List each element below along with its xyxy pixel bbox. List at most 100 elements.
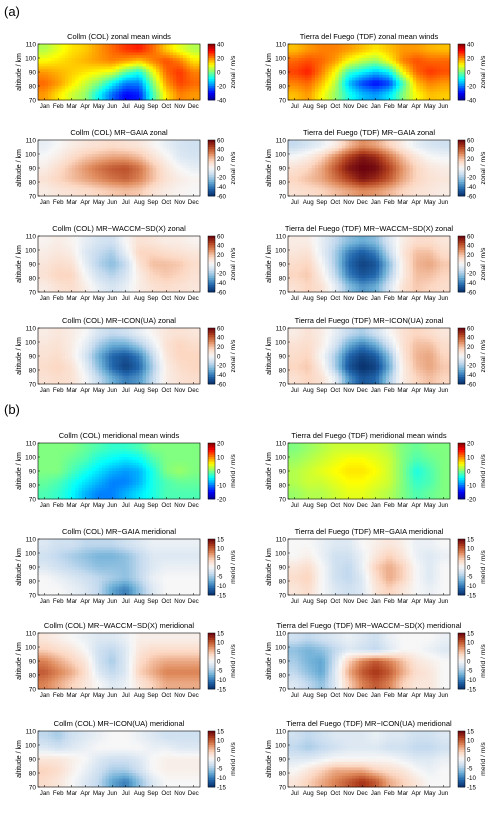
heatmap-cell [328, 140, 333, 144]
heatmap-cell [291, 66, 296, 70]
heatmap-cell [68, 142, 73, 146]
heatmap-cell [355, 154, 360, 158]
heatmap-cell [355, 156, 360, 160]
heatmap-cell [429, 182, 434, 186]
heatmap-cell [193, 46, 198, 50]
heatmap-cell [308, 80, 313, 84]
heatmap-cell [412, 46, 417, 50]
heatmap-cell [146, 193, 150, 197]
heatmap-cell [152, 72, 157, 76]
heatmap-cell [125, 173, 130, 177]
heatmap-cell [321, 49, 326, 53]
heatmap-cell [169, 142, 174, 146]
heatmap-cell [48, 142, 52, 146]
heatmap-cell [338, 142, 343, 146]
heatmap-cell [135, 176, 140, 180]
heatmap-cell [95, 86, 100, 90]
heatmap-cell [98, 156, 103, 160]
heatmap-cell [328, 156, 333, 160]
heatmap-cell [38, 272, 42, 276]
heatmap-cell [105, 264, 110, 268]
heatmap-cell [331, 86, 336, 90]
heatmap-cell [135, 264, 140, 268]
heatmap-cell [51, 236, 56, 240]
heatmap-cell [355, 58, 360, 62]
heatmap-cell [423, 49, 427, 53]
heatmap-cell [176, 247, 181, 251]
heatmap-cell [382, 49, 387, 53]
y-tick-label: 70 [29, 97, 37, 104]
heatmap-cell [122, 193, 127, 197]
heatmap-cell [115, 168, 120, 172]
heatmap-cell [173, 140, 177, 144]
heatmap-cell [331, 156, 336, 160]
heatmap-cell [54, 162, 59, 166]
heatmap-cell [173, 255, 177, 259]
heatmap-cell [149, 261, 154, 265]
heatmap-cell [44, 52, 49, 56]
heatmap-cell [51, 173, 56, 177]
heatmap-cell [95, 55, 100, 59]
heatmap-cell [433, 74, 437, 78]
heatmap-cell [88, 80, 93, 84]
heatmap-cell [365, 140, 370, 144]
heatmap-cell [288, 94, 292, 98]
heatmap-cell [315, 83, 319, 87]
heatmap-cell [335, 80, 340, 84]
heatmap-cell [385, 151, 390, 155]
heatmap-cell [331, 159, 336, 163]
colorbar-swatch [458, 140, 465, 143]
heatmap-cell [85, 264, 90, 268]
heatmap-cell [331, 49, 336, 53]
heatmap-cell [54, 264, 59, 268]
heatmap-cell [92, 151, 96, 155]
heatmap-cell [139, 280, 144, 284]
heatmap-cell [446, 72, 451, 76]
heatmap-cell [119, 286, 123, 290]
heatmap-cell [132, 266, 137, 270]
heatmap-cell [156, 176, 160, 180]
heatmap-cell [65, 74, 69, 78]
heatmap-cell [358, 176, 363, 180]
heatmap-cell [443, 154, 448, 158]
heatmap-cell [169, 182, 174, 186]
heatmap-cell [189, 77, 194, 81]
heatmap-cell [385, 179, 390, 183]
heatmap-cell [439, 145, 444, 149]
colorbar-tick-label: -40 [467, 184, 477, 191]
heatmap-cell [446, 83, 451, 87]
heatmap-cell [439, 156, 444, 160]
heatmap-cell [409, 159, 414, 163]
heatmap-cell [81, 269, 86, 273]
heatmap-cell [98, 60, 103, 64]
heatmap-cell [132, 289, 137, 293]
heatmap-cell [51, 182, 56, 186]
heatmap-cell [358, 46, 363, 50]
heatmap-cell [125, 170, 130, 174]
heatmap-cell [108, 145, 113, 149]
heatmap-cell [146, 173, 150, 177]
heatmap-cell [108, 176, 113, 180]
heatmap-cell [362, 184, 367, 188]
heatmap-cell [85, 91, 90, 95]
heatmap-cell [65, 184, 69, 188]
heatmap-cell [81, 250, 86, 254]
heatmap-cell [308, 74, 313, 78]
heatmap-cell [342, 182, 346, 186]
heatmap-cell [122, 140, 127, 144]
heatmap-cell [41, 44, 46, 48]
heatmap-cell [385, 165, 390, 169]
heatmap-cell [193, 97, 198, 101]
heatmap-cell [352, 74, 356, 78]
heatmap-cell [142, 159, 147, 163]
heatmap-cell [112, 238, 117, 242]
heatmap-cell [291, 72, 296, 76]
heatmap-cell [315, 193, 319, 197]
heatmap-cell [396, 179, 400, 183]
heatmap-cell [95, 272, 100, 276]
heatmap-cell [342, 154, 346, 158]
heatmap-cell [61, 261, 66, 265]
heatmap-cell [48, 148, 52, 152]
heatmap-cell [345, 151, 350, 155]
